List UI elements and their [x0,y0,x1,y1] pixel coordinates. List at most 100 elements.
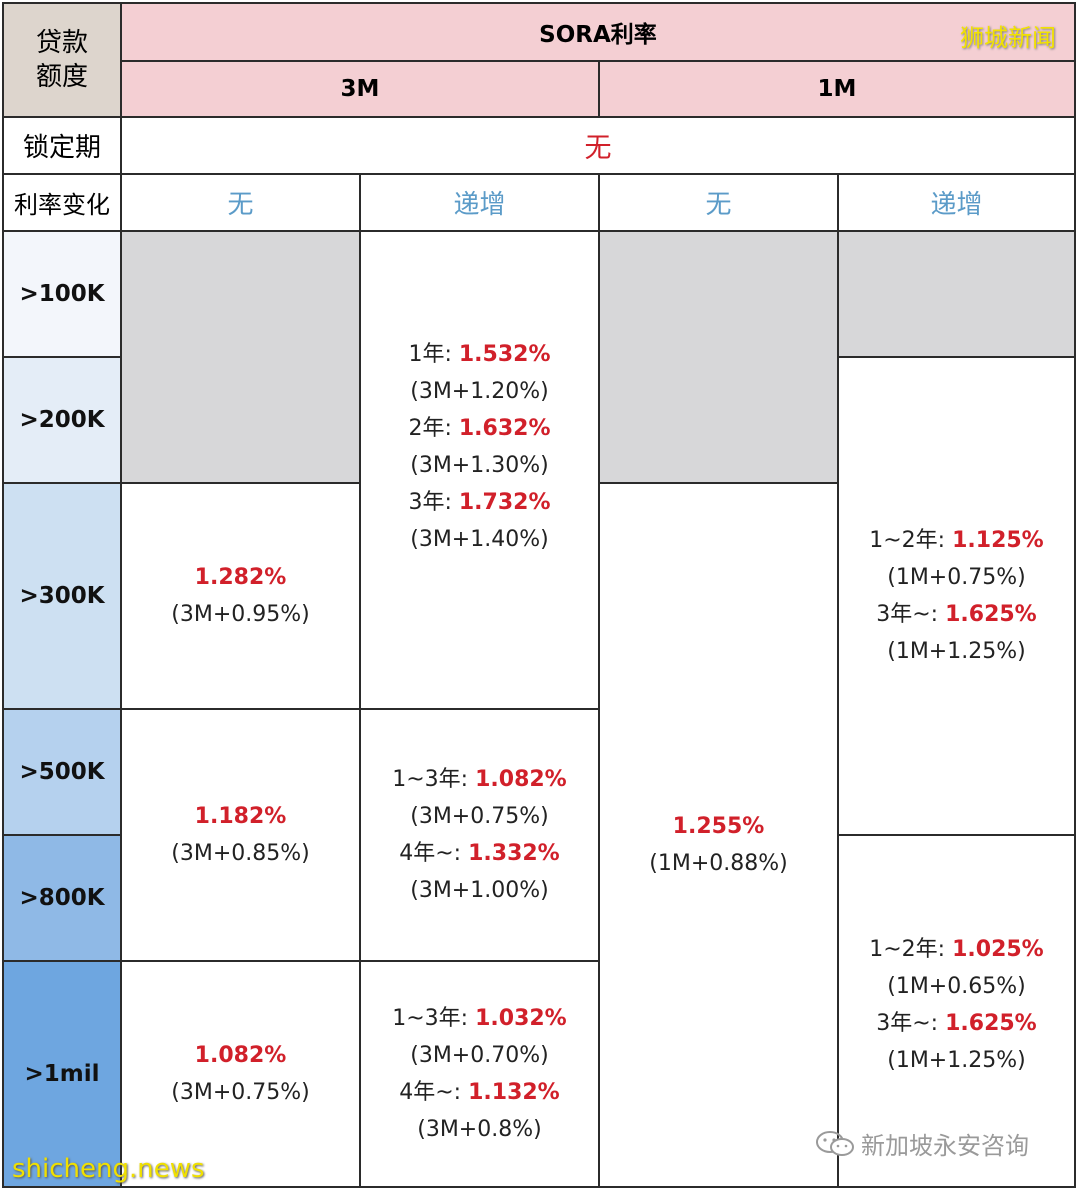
lock-period-label: 锁定期 [22,133,101,163]
col-1m-label: 1M [817,76,857,102]
term-line: 1~3年: 1.082% [392,761,566,798]
term-line: 3年: 1.732% [408,484,550,521]
term-line: 2年: 1.632% [408,410,550,447]
col-1m-inc-header: 递增 [837,173,1076,232]
sora-rate-header: SORA利率 [120,2,1076,62]
loan-amount-header: 贷款额度 [2,2,122,118]
rate-value: 1.625% [945,1011,1037,1036]
rate-formula: (3M+1.40%) [410,527,549,552]
cell-1m-inc-bot: 1~2年: 1.025% (1M+0.65%) 3年~: 1.625% (1M+… [837,834,1076,1188]
term-line: 3年~: 1.625% [869,1005,1043,1042]
col-3m-inc-label: 递增 [453,190,506,220]
lock-period-label-cell: 锁定期 [2,116,122,175]
term-line: 1~3年: 1.032% [392,1000,566,1037]
rate-formula: (1M+1.25%) [887,639,1026,664]
rate-formula: (3M+1.00%) [410,878,549,903]
wechat-icon [816,1130,854,1156]
rate-formula: (3M+0.95%) [171,602,310,627]
rate-value: 1.632% [458,416,551,441]
rate-value: 1.125% [952,528,1044,553]
rate-formula: (1M+0.65%) [887,974,1026,999]
cell-3m-inc-bot: 1~3年: 1.032% (3M+0.70%) 4年~: 1.132% (3M+… [359,960,600,1188]
rate-formula: (1M+1.25%) [887,1048,1026,1073]
rate-formula: (3M+1.20%) [410,379,549,404]
term-label: 4年~: [399,1080,469,1105]
term-label: 1~3年: [392,767,476,792]
rate-value: 1.255% [672,814,765,839]
rate-value: 1.082% [194,1043,287,1068]
rate-value: 1.732% [458,490,551,515]
rate-value: 1.532% [458,342,551,367]
rate-formula: (3M+0.85%) [171,841,310,866]
loan-amount-label: 贷款额度 [35,28,88,92]
col-3m-inc-header: 递增 [359,173,600,232]
term-line: 4年~: 1.132% [392,1074,566,1111]
term-label: 1~2年: [869,937,953,962]
cell-3m-none-na [120,230,361,484]
rate-value: 1.025% [952,937,1044,962]
rate-formula: (3M+1.30%) [410,453,549,478]
row-label-1mil: >1mil [2,960,122,1188]
row-label-100k: >100K [2,230,122,358]
row-label-text: >100K [19,281,105,307]
cell-1m-inc-mid: 1~2年: 1.125% (1M+0.75%) 3年~: 1.625% (1M+… [837,356,1076,836]
cell-1m-inc-na [837,230,1076,358]
col-3m-none-header: 无 [120,173,361,232]
rate-formula: (3M+0.75%) [171,1080,310,1105]
col-1m-none-label: 无 [705,190,732,220]
row-label-800k: >800K [2,834,122,962]
term-label: 2年: [408,416,459,441]
rate-value: 1.332% [468,841,560,866]
rate-formula: (3M+0.8%) [417,1117,542,1142]
row-label-text: >200K [19,407,105,433]
watermark-bottom-right-text: 新加坡永安咨询 [861,1132,1029,1160]
row-label-500k: >500K [2,708,122,836]
rate-value: 1.032% [475,1006,567,1031]
row-label-300k: >300K [2,482,122,710]
term-label: 1~3年: [392,1006,476,1031]
row-label-text: >800K [19,885,105,911]
rate-formula: (3M+0.75%) [410,804,549,829]
rate-value: 1.082% [475,767,567,792]
term-line: 4年~: 1.332% [392,835,566,872]
cell-3m-none-300k: 1.282% (3M+0.95%) [120,482,361,710]
watermark-bottom-left: shicheng.news [12,1154,205,1184]
term-line: 1~2年: 1.125% [869,522,1043,559]
cell-1m-none-na [598,230,839,484]
term-label: 3年: [408,490,459,515]
cell-3m-none-500k: 1.182% (3M+0.85%) [120,708,361,962]
col-3m-label: 3M [340,76,380,102]
row-label-200k: >200K [2,356,122,484]
term-label: 3年~: [876,602,946,627]
lock-period-value: 无 [584,133,612,164]
rate-value: 1.625% [945,602,1037,627]
rate-formula: (1M+0.88%) [649,851,788,876]
rate-value: 1.282% [194,565,287,590]
row-label-text: >500K [19,759,105,785]
col-1m-inc-label: 递增 [930,190,983,220]
watermark-top-right: 狮城新闻 [960,24,1056,52]
col-3m-none-label: 无 [227,190,254,220]
rate-formula: (1M+0.75%) [887,565,1026,590]
col-1m-header: 1M [598,60,1076,118]
term-line: 1年: 1.532% [408,336,550,373]
term-line: 3年~: 1.625% [869,596,1043,633]
rate-change-label-cell: 利率变化 [2,173,122,232]
rate-value: 1.182% [194,804,287,829]
term-label: 1年: [408,342,459,367]
term-label: 4年~: [399,841,469,866]
lock-period-value-cell: 无 [120,116,1076,175]
col-1m-none-header: 无 [598,173,839,232]
term-label: 1~2年: [869,528,953,553]
term-line: 1~2年: 1.025% [869,931,1043,968]
row-label-text: >300K [19,583,105,609]
term-label: 3年~: [876,1011,946,1036]
col-3m-header: 3M [120,60,600,118]
rate-value: 1.132% [468,1080,560,1105]
cell-3m-inc-mid: 1~3年: 1.082% (3M+0.75%) 4年~: 1.332% (3M+… [359,708,600,962]
rate-change-label: 利率变化 [14,191,110,219]
cell-1m-none-main: 1.255% (1M+0.88%) [598,482,839,1188]
watermark-bottom-right: 新加坡永安咨询 [815,1126,1029,1161]
cell-3m-none-1mil: 1.082% (3M+0.75%) [120,960,361,1188]
rate-formula: (3M+0.70%) [410,1043,549,1068]
